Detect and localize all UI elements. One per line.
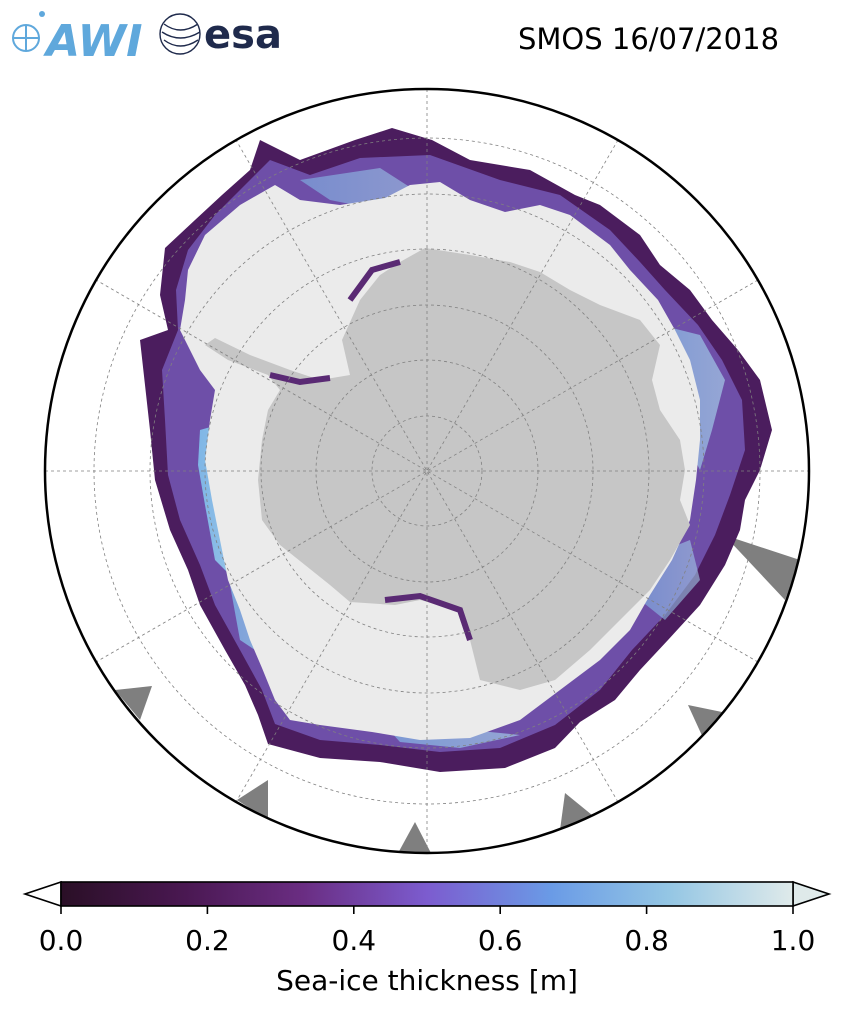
colorbar-tick-label: 0.2 — [185, 924, 230, 957]
colorbar: 0.0 0.2 0.4 0.6 0.8 1.0 Sea-ice thickness [m] — [22, 880, 832, 997]
coastal-thin-ice — [269, 259, 473, 641]
colorbar-label: Sea-ice thickness [m] — [276, 964, 578, 997]
polar-map — [43, 87, 811, 855]
colorbar-gradient — [60, 881, 794, 907]
colorbar-tick-label: 0.6 — [478, 924, 523, 957]
colorbar-tick-label: 0.0 — [39, 924, 84, 957]
map-title: SMOS 16/07/2018 — [518, 22, 780, 56]
colorbar-tick-label: 0.4 — [332, 924, 377, 957]
svg-text:esa: esa — [204, 12, 282, 58]
colorbar-tick-label: 1.0 — [771, 924, 816, 957]
colorbar-extend-min — [22, 880, 62, 908]
colorbar-tick-label: 0.8 — [624, 924, 669, 957]
awi-logo: AWI — [12, 11, 143, 64]
svg-text:AWI: AWI — [43, 16, 143, 64]
colorbar-extend-max — [792, 880, 832, 908]
map-boundary — [43, 87, 811, 855]
missing-data-wedges — [115, 535, 800, 853]
graticule — [45, 89, 809, 853]
esa-logo: esa — [159, 12, 282, 58]
antarctic-continent — [205, 248, 690, 690]
